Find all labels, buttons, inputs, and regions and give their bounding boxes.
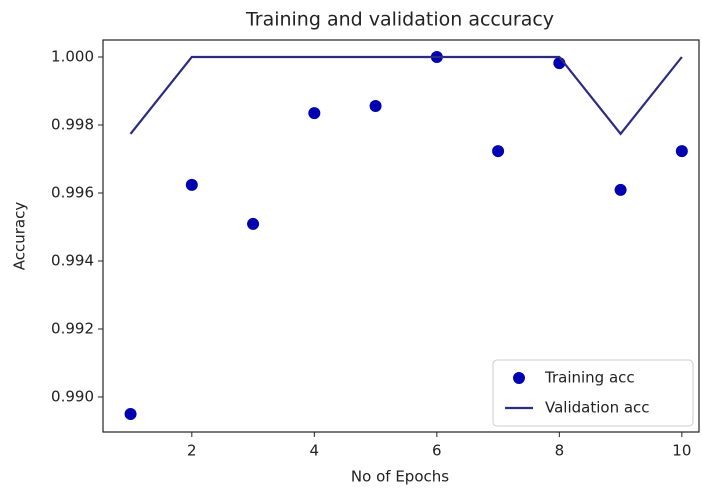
data-point <box>247 217 260 230</box>
data-line <box>129 55 683 136</box>
x-tick-label: 4 <box>310 442 320 460</box>
x-tick-label: 2 <box>187 442 197 460</box>
y-tick-label: 0.992 <box>51 319 94 337</box>
data-point <box>124 407 137 420</box>
y-tick-label: 0.998 <box>51 115 94 133</box>
y-axis-label: Accuracy <box>11 202 29 271</box>
data-point <box>308 107 321 120</box>
y-tick-label: 0.996 <box>51 183 94 201</box>
x-axis-label: No of Epochs <box>351 468 449 486</box>
data-point <box>369 99 382 112</box>
legend-label: Training acc <box>544 369 635 387</box>
data-point <box>675 145 688 158</box>
data-point <box>185 178 198 191</box>
y-tick-label: 0.990 <box>51 387 94 405</box>
legend-marker <box>513 372 525 384</box>
data-point <box>492 145 505 158</box>
y-tick-label: 0.994 <box>51 251 94 269</box>
y-tick-label: 1.000 <box>51 47 94 65</box>
x-tick-label: 10 <box>672 442 691 460</box>
legend-box <box>492 359 694 427</box>
x-tick-label: 8 <box>555 442 565 460</box>
plot-frame <box>102 39 700 433</box>
chart-title: Training and validation accuracy <box>245 9 554 31</box>
legend-label: Validation acc <box>545 399 650 417</box>
data-point <box>614 183 627 196</box>
x-tick-label: 6 <box>432 442 442 460</box>
